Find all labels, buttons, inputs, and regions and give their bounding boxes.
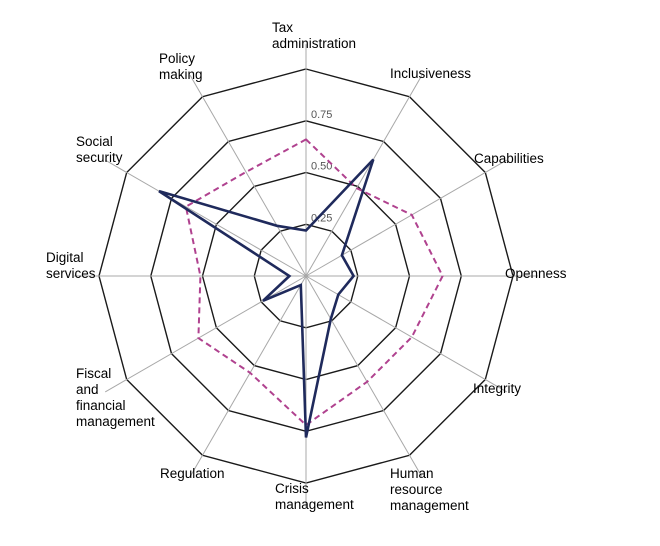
tick-label-0.50: 0.50 — [311, 161, 332, 173]
category-label-line: Digital — [46, 250, 84, 265]
category-label-line: financial — [76, 398, 126, 413]
category-label-line: services — [46, 266, 96, 281]
category-label-inclusiveness: Inclusiveness — [390, 66, 471, 81]
category-label-line: Social — [76, 134, 113, 149]
category-label-line: making — [159, 67, 203, 82]
category-label-line: Inclusiveness — [390, 66, 471, 81]
spoke-8 — [189, 275, 307, 478]
category-label-line: administration — [272, 36, 356, 51]
category-label-capabilities: Capabilities — [474, 151, 544, 166]
category-label-line: security — [76, 150, 123, 165]
spoke-5 — [305, 275, 508, 393]
category-label-line: Regulation — [160, 466, 225, 481]
category-label-digital-services: Digital services — [46, 250, 96, 281]
category-label-line: management — [390, 498, 469, 513]
category-label-regulation: Regulation — [160, 466, 225, 481]
category-label-line: Fiscal — [76, 366, 111, 381]
category-label-human-resource-management: Human resource management — [390, 466, 469, 513]
category-label-integrity: Integrity — [473, 381, 521, 396]
category-labels: Tax administration Inclusiveness Capabiliti… — [46, 20, 567, 513]
spoke-6 — [305, 275, 423, 478]
category-label-line: Capabilities — [474, 151, 544, 166]
spoke-2 — [305, 74, 423, 277]
category-label-fiscal-and-financial-management: Fiscal and financial management — [76, 366, 155, 429]
spoke-3 — [305, 159, 508, 277]
category-label-line: Openness — [505, 266, 567, 281]
category-label-policy-making: Policy making — [159, 51, 203, 82]
category-label-line: Integrity — [473, 381, 521, 396]
spoke-11 — [104, 159, 307, 277]
category-label-crisis-management: Crisis management — [275, 481, 354, 512]
category-label-line: and — [76, 382, 99, 397]
category-label-line: Tax — [272, 20, 293, 35]
series-2-line — [184, 138, 444, 426]
category-label-line: management — [275, 497, 354, 512]
category-label-line: resource — [390, 482, 443, 497]
category-label-social-security: Social security — [76, 134, 123, 165]
axis-spokes — [74, 44, 538, 508]
series-1-line — [158, 158, 375, 438]
category-label-line: management — [76, 414, 155, 429]
spoke-9 — [104, 275, 307, 393]
tick-label-0.75: 0.75 — [311, 109, 332, 121]
category-label-tax-administration: Tax administration — [272, 20, 356, 51]
category-label-line: Crisis — [275, 481, 309, 496]
category-label-openness: Openness — [505, 266, 567, 281]
category-label-line: Policy — [159, 51, 195, 66]
data-series — [158, 138, 444, 438]
category-label-line: Human — [390, 466, 434, 481]
spoke-12 — [189, 74, 307, 277]
tick-labels: 0.250.500.75 — [311, 109, 332, 225]
